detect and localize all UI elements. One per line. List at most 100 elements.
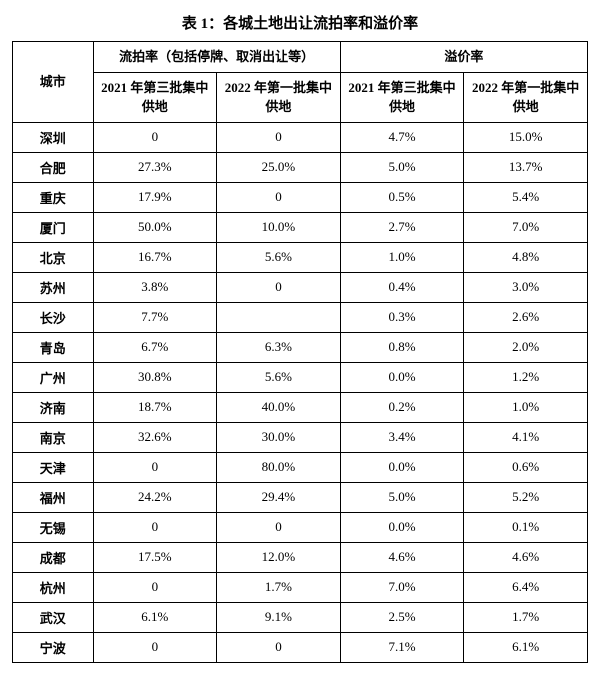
cell-failure-2021q3: 30.8% xyxy=(93,362,217,392)
cell-premium-2021q3: 5.0% xyxy=(340,152,464,182)
cell-city: 宁波 xyxy=(13,632,94,662)
header-sub-2022q1-a: 2022 年第一批集中供地 xyxy=(217,72,341,122)
cell-premium-2022q1: 5.4% xyxy=(464,182,588,212)
header-group-failure-rate: 流拍率（包括停牌、取消出让等） xyxy=(93,42,340,73)
cell-premium-2021q3: 5.0% xyxy=(340,482,464,512)
cell-city: 济南 xyxy=(13,392,94,422)
cell-city: 长沙 xyxy=(13,302,94,332)
cell-failure-2021q3: 0 xyxy=(93,572,217,602)
cell-premium-2022q1: 6.4% xyxy=(464,572,588,602)
cell-premium-2022q1: 3.0% xyxy=(464,272,588,302)
cell-premium-2021q3: 2.5% xyxy=(340,602,464,632)
cell-failure-2022q1: 30.0% xyxy=(217,422,341,452)
cell-premium-2022q1: 0.6% xyxy=(464,452,588,482)
cell-city: 南京 xyxy=(13,422,94,452)
cell-failure-2022q1: 40.0% xyxy=(217,392,341,422)
cell-city: 福州 xyxy=(13,482,94,512)
cell-failure-2022q1: 12.0% xyxy=(217,542,341,572)
cell-failure-2021q3: 0 xyxy=(93,512,217,542)
cell-premium-2021q3: 0.0% xyxy=(340,512,464,542)
table-row: 合肥27.3%25.0%5.0%13.7% xyxy=(13,152,588,182)
cell-city: 天津 xyxy=(13,452,94,482)
cell-failure-2021q3: 18.7% xyxy=(93,392,217,422)
cell-premium-2022q1: 1.0% xyxy=(464,392,588,422)
cell-city: 苏州 xyxy=(13,272,94,302)
cell-premium-2021q3: 0.0% xyxy=(340,362,464,392)
cell-failure-2022q1: 0 xyxy=(217,512,341,542)
cell-premium-2022q1: 1.2% xyxy=(464,362,588,392)
header-group-premium-rate: 溢价率 xyxy=(340,42,587,73)
cell-failure-2022q1: 29.4% xyxy=(217,482,341,512)
cell-city: 杭州 xyxy=(13,572,94,602)
cell-failure-2021q3: 0 xyxy=(93,122,217,152)
table-row: 长沙7.7%0.3%2.6% xyxy=(13,302,588,332)
cell-premium-2022q1: 2.0% xyxy=(464,332,588,362)
table-title: 表 1：各城土地出让流拍率和溢价率 xyxy=(12,12,588,33)
cell-premium-2022q1: 7.0% xyxy=(464,212,588,242)
cell-city: 北京 xyxy=(13,242,94,272)
cell-failure-2021q3: 6.7% xyxy=(93,332,217,362)
cell-failure-2021q3: 6.1% xyxy=(93,602,217,632)
cell-failure-2022q1: 1.7% xyxy=(217,572,341,602)
cell-failure-2022q1: 25.0% xyxy=(217,152,341,182)
cell-premium-2022q1: 6.1% xyxy=(464,632,588,662)
table-row: 深圳004.7%15.0% xyxy=(13,122,588,152)
table-row: 无锡000.0%0.1% xyxy=(13,512,588,542)
cell-premium-2021q3: 0.5% xyxy=(340,182,464,212)
cell-premium-2022q1: 1.7% xyxy=(464,602,588,632)
cell-failure-2022q1: 0 xyxy=(217,182,341,212)
cell-city: 青岛 xyxy=(13,332,94,362)
table-row: 武汉6.1%9.1%2.5%1.7% xyxy=(13,602,588,632)
cell-city: 无锡 xyxy=(13,512,94,542)
cell-premium-2022q1: 4.8% xyxy=(464,242,588,272)
table-row: 福州24.2%29.4%5.0%5.2% xyxy=(13,482,588,512)
cell-failure-2022q1: 0 xyxy=(217,272,341,302)
cell-failure-2022q1: 9.1% xyxy=(217,602,341,632)
cell-failure-2021q3: 17.9% xyxy=(93,182,217,212)
header-city: 城市 xyxy=(13,42,94,123)
table-row: 济南18.7%40.0%0.2%1.0% xyxy=(13,392,588,422)
cell-failure-2021q3: 27.3% xyxy=(93,152,217,182)
table-row: 青岛6.7%6.3%0.8%2.0% xyxy=(13,332,588,362)
cell-city: 厦门 xyxy=(13,212,94,242)
cell-failure-2021q3: 3.8% xyxy=(93,272,217,302)
cell-premium-2022q1: 4.6% xyxy=(464,542,588,572)
cell-premium-2022q1: 0.1% xyxy=(464,512,588,542)
cell-premium-2021q3: 0.0% xyxy=(340,452,464,482)
cell-premium-2021q3: 0.2% xyxy=(340,392,464,422)
cell-premium-2021q3: 7.1% xyxy=(340,632,464,662)
cell-failure-2021q3: 17.5% xyxy=(93,542,217,572)
cell-failure-2021q3: 32.6% xyxy=(93,422,217,452)
cell-city: 深圳 xyxy=(13,122,94,152)
cell-premium-2021q3: 0.3% xyxy=(340,302,464,332)
cell-city: 成都 xyxy=(13,542,94,572)
cell-premium-2021q3: 1.0% xyxy=(340,242,464,272)
table-row: 天津080.0%0.0%0.6% xyxy=(13,452,588,482)
cell-failure-2022q1: 80.0% xyxy=(217,452,341,482)
cell-failure-2022q1: 5.6% xyxy=(217,242,341,272)
cell-city: 广州 xyxy=(13,362,94,392)
cell-premium-2021q3: 4.6% xyxy=(340,542,464,572)
land-rate-table: 城市 流拍率（包括停牌、取消出让等） 溢价率 2021 年第三批集中供地 202… xyxy=(12,41,588,663)
header-sub-2021q3-b: 2021 年第三批集中供地 xyxy=(340,72,464,122)
table-body: 深圳004.7%15.0%合肥27.3%25.0%5.0%13.7%重庆17.9… xyxy=(13,122,588,662)
cell-premium-2021q3: 7.0% xyxy=(340,572,464,602)
cell-failure-2022q1: 10.0% xyxy=(217,212,341,242)
table-row: 杭州01.7%7.0%6.4% xyxy=(13,572,588,602)
cell-failure-2021q3: 24.2% xyxy=(93,482,217,512)
table-row: 成都17.5%12.0%4.6%4.6% xyxy=(13,542,588,572)
table-row: 苏州3.8%00.4%3.0% xyxy=(13,272,588,302)
cell-failure-2021q3: 0 xyxy=(93,632,217,662)
cell-premium-2022q1: 5.2% xyxy=(464,482,588,512)
header-sub-2021q3-a: 2021 年第三批集中供地 xyxy=(93,72,217,122)
cell-failure-2022q1 xyxy=(217,302,341,332)
table-row: 北京16.7%5.6%1.0%4.8% xyxy=(13,242,588,272)
cell-failure-2021q3: 0 xyxy=(93,452,217,482)
cell-city: 重庆 xyxy=(13,182,94,212)
cell-premium-2022q1: 4.1% xyxy=(464,422,588,452)
cell-failure-2021q3: 7.7% xyxy=(93,302,217,332)
cell-city: 武汉 xyxy=(13,602,94,632)
cell-premium-2021q3: 4.7% xyxy=(340,122,464,152)
cell-premium-2021q3: 3.4% xyxy=(340,422,464,452)
header-sub-2022q1-b: 2022 年第一批集中供地 xyxy=(464,72,588,122)
